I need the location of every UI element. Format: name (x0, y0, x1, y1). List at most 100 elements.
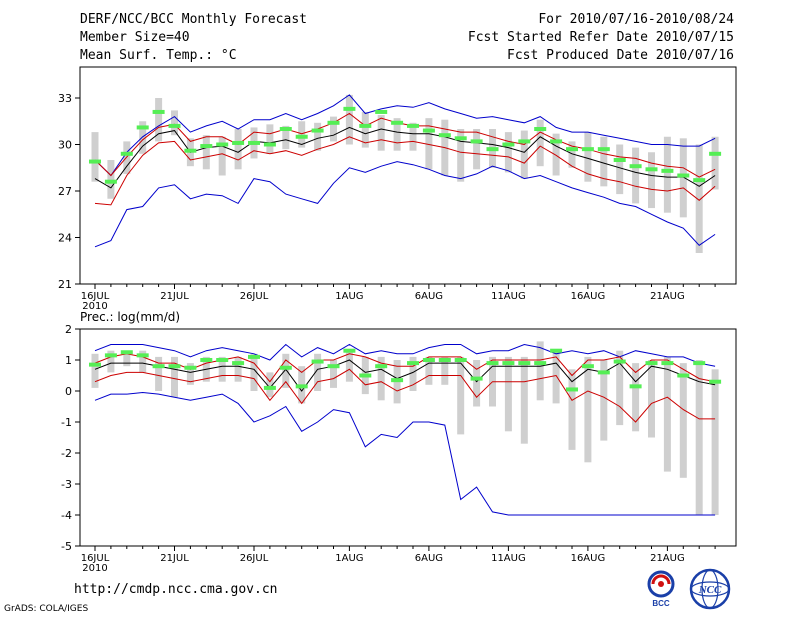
spread-box (377, 356, 385, 401)
median-marker (232, 361, 245, 366)
spread-box (393, 118, 401, 151)
footer-url[interactable]: http://cmdp.ncc.cma.gov.cn (74, 582, 278, 597)
series-line-min (94, 161, 716, 248)
spread-box (282, 125, 290, 150)
spread-box (568, 141, 576, 168)
spread-box (520, 356, 528, 444)
series-line-upper (94, 353, 716, 383)
median-marker (438, 358, 451, 362)
median-marker (327, 364, 340, 369)
median-marker (311, 359, 324, 364)
spread-box (457, 129, 465, 182)
median-marker (248, 140, 260, 145)
median-marker (613, 158, 626, 162)
median-marker (104, 179, 117, 184)
fcst-started-date: Fcst Started Refer Date 2010/07/15 (467, 30, 734, 45)
spread-box (266, 372, 274, 398)
spread-box (568, 369, 576, 450)
series-line-upper (94, 112, 716, 178)
median-marker (645, 167, 658, 172)
spread-box (171, 110, 178, 136)
median-marker (89, 362, 101, 367)
median-marker (327, 120, 340, 125)
spread-box (91, 132, 99, 182)
median-marker (152, 109, 165, 114)
precip-title: Prec.: log(mm/d) (80, 310, 180, 324)
spread-box (202, 135, 210, 170)
x-tick-label: 21AUG (650, 553, 685, 564)
spread-box (298, 121, 306, 148)
fcst-produced-date: Fcst Produced Date 2010/07/16 (507, 48, 734, 63)
x-tick-label: 26JUL (240, 553, 269, 564)
median-marker (168, 123, 181, 128)
median-marker (550, 139, 563, 144)
median-marker (168, 364, 181, 369)
spread-box (425, 118, 433, 170)
median-marker (343, 348, 356, 353)
y-tick-label: 30 (58, 139, 72, 152)
x-tick-label: 1AUG (335, 291, 363, 302)
x-tick-label: 21JUL (160, 291, 189, 302)
spread-box (123, 350, 131, 367)
x-tick-label: 16JUL (81, 291, 110, 302)
spread-box (330, 360, 337, 388)
spread-box (616, 144, 624, 195)
series-line-max (94, 343, 716, 367)
median-marker (486, 361, 499, 366)
median-marker (550, 348, 563, 353)
median-marker (534, 361, 547, 366)
median-marker (391, 120, 404, 125)
x-tick-label: 6AUG (415, 291, 443, 302)
median-marker (518, 139, 531, 144)
chart-panel-2: -5 -4 -3 -2 -1 0 1 2 16JUL 21JUL 26JUL 1AUG 6AUG 11AU… (61, 323, 737, 574)
y-tick-label: 24 (58, 232, 72, 245)
median-marker (454, 358, 467, 362)
spread-box (616, 350, 624, 426)
y-tick-label: 33 (58, 92, 72, 105)
x-tick-label: 21AUG (650, 291, 685, 302)
median-marker (200, 144, 213, 149)
median-marker (486, 147, 499, 152)
x-tick-label: 21JUL (160, 553, 189, 564)
spread-box (107, 160, 115, 199)
x-tick-label: 6AUG (415, 553, 443, 564)
spread-box (504, 132, 512, 173)
median-marker (677, 373, 690, 378)
spread-box (409, 122, 417, 151)
median-marker (581, 364, 594, 369)
x-tick-label: 16JUL (81, 553, 110, 564)
spread-box (711, 369, 719, 515)
median-marker (613, 359, 626, 364)
median-marker (375, 109, 388, 114)
plot-frame (79, 328, 737, 547)
spread-box (648, 360, 655, 438)
median-marker (184, 365, 197, 370)
spread-box (250, 353, 258, 391)
spread-box (695, 144, 703, 253)
y-tick-label: 1 (65, 354, 72, 367)
median-marker (359, 123, 372, 128)
bcc-logo-icon: BCC (647, 570, 675, 608)
series-line-min (94, 391, 716, 516)
median-marker (581, 147, 594, 152)
median-marker (104, 353, 117, 358)
median-marker (375, 364, 388, 369)
median-marker (359, 373, 372, 378)
median-marker (645, 361, 658, 366)
x-tick-label: 11AUG (491, 553, 526, 564)
spread-box (123, 141, 131, 174)
median-marker (661, 361, 674, 366)
median-marker (470, 376, 483, 381)
y-tick-label: 21 (58, 278, 72, 291)
y-tick-label: -2 (61, 447, 72, 460)
spread-box (600, 360, 608, 441)
median-marker (152, 364, 165, 369)
median-marker (502, 142, 515, 147)
spread-box (155, 98, 163, 142)
spread-box (679, 138, 687, 218)
spread-box (282, 353, 290, 388)
spread-box (457, 356, 465, 435)
median-marker (438, 133, 451, 138)
spread-box (107, 350, 115, 373)
spread-box (186, 363, 194, 385)
